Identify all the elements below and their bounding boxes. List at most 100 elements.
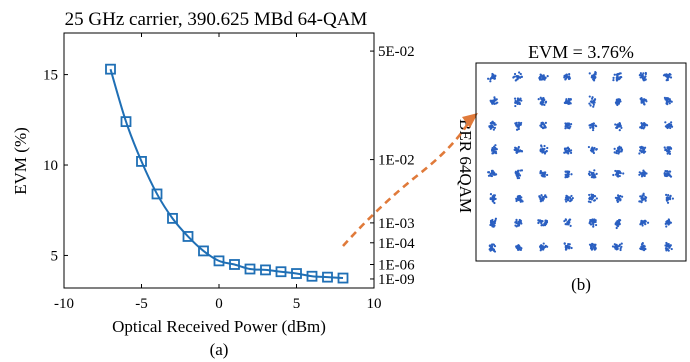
constellation-point	[645, 100, 648, 103]
constellation-cluster	[639, 97, 648, 106]
constellation-cluster	[537, 96, 548, 106]
constellation-point	[515, 220, 518, 223]
constellation-point	[539, 172, 542, 175]
constellation-point	[594, 71, 597, 74]
data-point	[306, 270, 318, 282]
constellation-point	[492, 100, 496, 103]
constellation-point	[645, 124, 649, 127]
constellation-cluster	[539, 144, 549, 155]
constellation-point	[595, 148, 598, 151]
constellation-point	[612, 76, 615, 79]
constellation-point	[564, 78, 567, 81]
constellation-point	[617, 152, 620, 155]
constellation-point	[542, 242, 545, 245]
data-point	[244, 263, 256, 275]
constellation-point	[518, 101, 521, 104]
constellation-point	[644, 195, 647, 199]
y2-tick-label: 1E-06	[378, 257, 415, 273]
constellation-point	[489, 197, 492, 201]
constellation-point	[638, 173, 641, 176]
constellation-point	[668, 98, 671, 101]
constellation-point	[566, 100, 569, 103]
constellation-point	[592, 75, 595, 78]
constellation-point	[664, 170, 667, 173]
constellation-point	[513, 97, 517, 100]
constellation-point	[564, 218, 568, 222]
data-point	[198, 245, 209, 257]
constellation-point	[666, 78, 669, 81]
constellation-point	[669, 146, 672, 150]
constellation-point	[512, 76, 515, 79]
constellation-point	[666, 221, 669, 225]
constellation-point	[519, 123, 522, 126]
constellation-point	[670, 100, 673, 103]
constellation-point	[565, 223, 568, 226]
constellation-point	[517, 224, 521, 227]
constellation-point	[587, 145, 591, 149]
constellation-point	[588, 220, 592, 224]
constellation-point	[541, 103, 544, 106]
data-point	[260, 264, 271, 276]
constellation-point	[489, 223, 492, 227]
constellation-point	[639, 72, 642, 75]
constellation-cluster	[638, 71, 647, 82]
constellation-point	[667, 151, 670, 154]
constellation-point	[489, 174, 492, 177]
constellation-cluster	[564, 170, 573, 179]
constellation-point	[618, 174, 621, 178]
constellation-point	[616, 175, 619, 178]
constellation-point	[639, 247, 642, 250]
constellation-point	[613, 151, 616, 154]
constellation-point	[567, 126, 570, 129]
constellation-point	[643, 126, 646, 129]
constellation-point	[516, 100, 519, 103]
constellation-point	[568, 200, 572, 203]
constellation-point	[517, 246, 520, 249]
constellation-cluster	[588, 95, 597, 108]
constellation-point	[566, 123, 569, 126]
y2-axis-label: BER 64QAM	[456, 119, 475, 213]
constellation-point	[641, 99, 644, 102]
constellation-point	[515, 123, 518, 126]
constellation-point	[666, 245, 669, 248]
constellation-point	[491, 146, 494, 150]
y-axis-label: EVM (%)	[11, 127, 30, 195]
constellation-point	[564, 74, 567, 77]
constellation-point	[568, 218, 571, 221]
constellation-point	[490, 99, 494, 102]
constellation-point	[565, 123, 568, 126]
constellation-point	[492, 151, 495, 154]
y2-tick-label: 1E-09	[378, 272, 415, 288]
constellation-point	[541, 148, 544, 152]
constellation-point	[492, 148, 495, 151]
constellation-point	[590, 220, 594, 223]
constellation-point	[517, 198, 520, 202]
constellation-point	[565, 248, 568, 251]
constellation-cluster	[587, 145, 598, 155]
constellation-point	[518, 174, 522, 177]
constellation-cluster	[489, 96, 499, 105]
constellation-point	[669, 76, 673, 79]
constellation-point	[491, 169, 494, 172]
constellation-cluster	[614, 98, 622, 107]
constellation-point	[537, 219, 540, 222]
constellation-point	[489, 80, 492, 83]
constellation-point	[569, 97, 572, 101]
constellation-point	[618, 125, 621, 128]
constellation-point	[494, 74, 497, 77]
constellation-point	[665, 172, 669, 175]
constellation-point	[569, 123, 573, 126]
constellation-point	[643, 122, 646, 125]
constellation-point	[615, 226, 618, 230]
constellation-cluster	[638, 145, 647, 155]
y2-tick-label: 1E-04	[378, 236, 415, 252]
constellation-point	[489, 244, 492, 247]
constellation-point	[518, 221, 521, 224]
constellation-point	[669, 244, 672, 248]
data-point	[182, 231, 194, 242]
constellation-point	[643, 103, 646, 106]
constellation-point	[545, 196, 548, 199]
constellation-point	[664, 174, 667, 177]
constellation-point	[614, 244, 617, 247]
constellation-point	[544, 222, 548, 226]
